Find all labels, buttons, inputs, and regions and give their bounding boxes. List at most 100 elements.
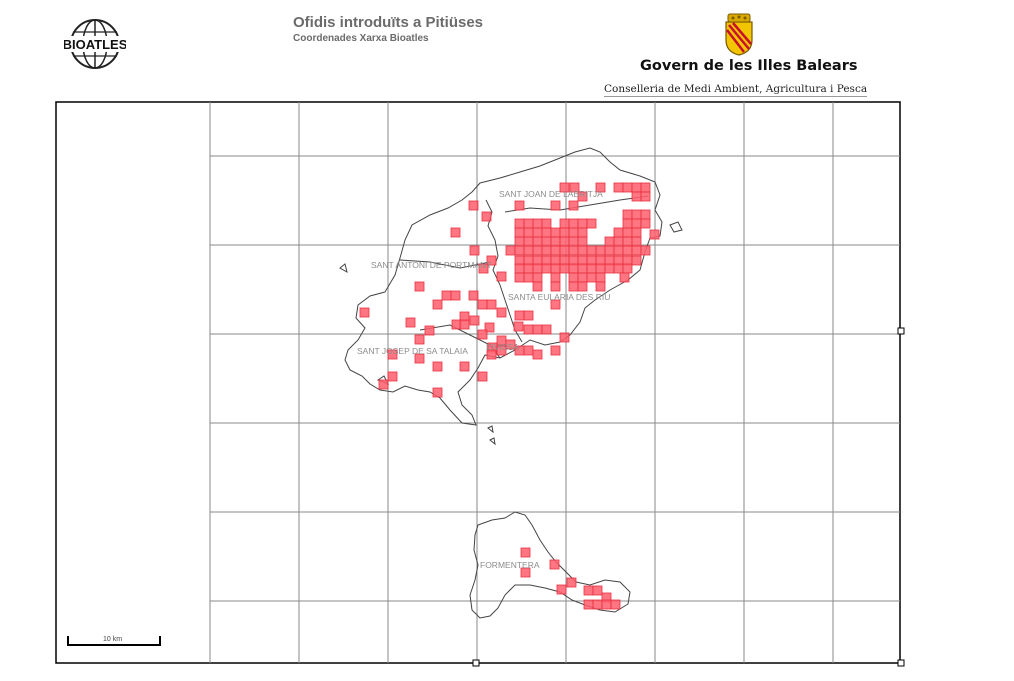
presence-square: [496, 345, 507, 356]
presence-square: [550, 236, 561, 247]
presence-square: [486, 299, 497, 310]
presence-square: [577, 263, 588, 274]
presence-square: [595, 182, 606, 193]
title-block: Ofidis introduïts a Pitiüses Coordenades…: [293, 14, 483, 44]
presence-square: [640, 182, 651, 193]
presence-square: [550, 227, 561, 238]
presence-square: [595, 245, 606, 256]
presence-square: [577, 227, 588, 238]
presence-square: [520, 567, 531, 578]
presence-square: [513, 321, 524, 332]
presence-square: [566, 577, 577, 588]
presence-square: [559, 227, 570, 238]
presence-square: [378, 379, 389, 390]
presence-square: [532, 349, 543, 360]
presence-square: [622, 209, 633, 220]
presence-square: [577, 272, 588, 283]
government-logo: Govern de les Illes Balears Conselleria …: [600, 12, 890, 102]
presence-square: [604, 245, 615, 256]
presence-square: [496, 271, 507, 282]
presence-square: [559, 332, 570, 343]
presence-square: [601, 599, 612, 610]
presence-square: [523, 324, 534, 335]
presence-square: [604, 263, 615, 274]
presence-square: [613, 245, 624, 256]
presence-square: [577, 218, 588, 229]
presence-square: [541, 245, 552, 256]
presence-square: [559, 236, 570, 247]
presence-square: [622, 218, 633, 229]
presence-square: [359, 307, 370, 318]
presence-square: [414, 281, 425, 292]
presence-square: [569, 182, 580, 193]
presence-square: [586, 245, 597, 256]
presence-square: [586, 272, 597, 283]
presence-square: [468, 200, 479, 211]
government-name: Govern de les Illes Balears: [640, 58, 858, 74]
presence-square: [610, 599, 621, 610]
presence-square: [550, 299, 561, 310]
presence-square: [514, 245, 525, 256]
presence-square: [568, 200, 579, 211]
presence-square: [514, 263, 525, 274]
presence-square: [523, 227, 534, 238]
presence-square: [450, 290, 461, 301]
presence-square: [586, 218, 597, 229]
presence-square: [559, 245, 570, 256]
presence-square: [559, 218, 570, 229]
presence-square: [604, 236, 615, 247]
presence-square: [613, 182, 624, 193]
presence-square: [469, 315, 480, 326]
presence-square: [532, 272, 543, 283]
presence-square: [541, 263, 552, 274]
presence-square: [484, 322, 495, 333]
label-santa-eularia: SANTA EULARIA DES RIU: [508, 292, 610, 302]
map-subtitle: Coordenades Xarxa Bioatles: [293, 33, 429, 44]
presence-square: [387, 349, 398, 360]
map-title: Ofidis introduïts a Pitiüses: [293, 14, 484, 31]
presence-square: [622, 263, 633, 274]
map-frame: [55, 101, 901, 664]
presence-square: [523, 218, 534, 229]
presence-square: [550, 272, 561, 283]
presence-square: [523, 310, 534, 321]
presence-square: [577, 245, 588, 256]
presence-square: [631, 255, 642, 266]
presence-square: [631, 218, 642, 229]
presence-square: [631, 245, 642, 256]
presence-square: [592, 599, 603, 610]
presence-square: [468, 290, 479, 301]
presence-square: [640, 191, 651, 202]
presence-square: [459, 361, 470, 372]
presence-square: [595, 263, 606, 274]
presence-square: [568, 272, 579, 283]
presence-square: [414, 334, 425, 345]
presence-square: [505, 245, 516, 256]
presence-square: [520, 547, 531, 558]
presence-square: [550, 263, 561, 274]
frame-resize-handle-right[interactable]: [897, 327, 905, 335]
presence-square: [568, 263, 579, 274]
presence-square: [622, 227, 633, 238]
presence-square: [514, 236, 525, 247]
presence-square: [619, 272, 630, 283]
presence-square: [532, 227, 543, 238]
coat-of-arms-icon: [725, 13, 753, 56]
presence-square: [414, 353, 425, 364]
presence-square: [631, 182, 642, 193]
frame-resize-handle-corner[interactable]: [897, 659, 905, 667]
presence-square: [532, 236, 543, 247]
presence-square: [478, 263, 489, 274]
label-eivissa: EIVISSA: [486, 342, 519, 352]
presence-square: [441, 290, 452, 301]
presence-square: [477, 371, 488, 382]
presence-square: [532, 245, 543, 256]
presence-square: [559, 182, 570, 193]
presence-square: [592, 585, 603, 596]
presence-square: [622, 245, 633, 256]
frame-resize-handle-bottom[interactable]: [472, 659, 480, 667]
presence-square: [622, 182, 633, 193]
presence-square: [631, 227, 642, 238]
presence-square: [568, 218, 579, 229]
presence-square: [532, 324, 543, 335]
